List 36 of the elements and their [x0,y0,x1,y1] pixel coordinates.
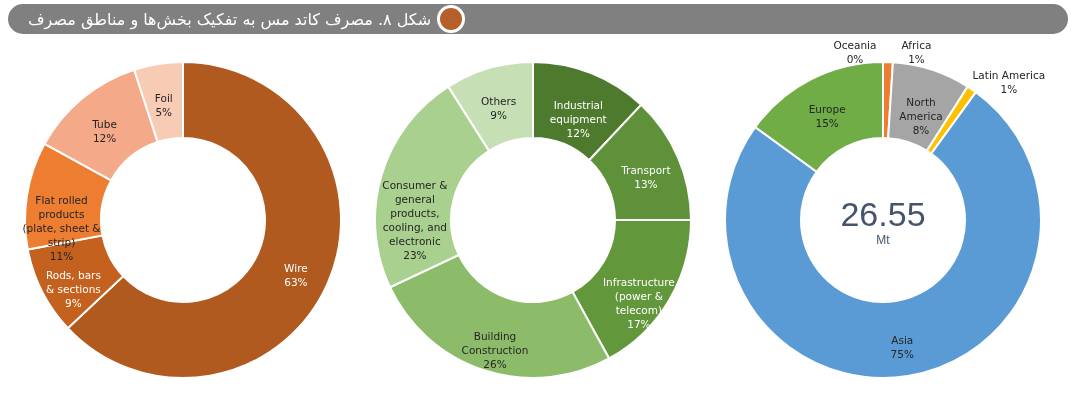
category-label: Oceania [833,39,877,51]
slice-label: Asia [891,334,914,347]
slice-label: Others [481,94,517,107]
data-label: 13% [634,178,658,191]
chart-title: شکل ۸. مصرف کاتد مس به تفکیک بخش‌ها و مناطق مصرف [28,9,432,29]
data-label: 12% [566,126,590,139]
data-label: 9% [490,108,508,121]
data-label: 12% [92,132,117,145]
data-label: 9% [65,296,82,309]
data-label: 5% [155,105,173,118]
slice-label: Rods, bars & sections [45,268,101,295]
slice-label: Transport [620,164,671,177]
data-label: 11% [49,249,74,262]
text: Mt [876,233,891,247]
data-label: 1% [1000,83,1018,96]
text: 0% [846,53,864,65]
data-label: 15% [815,117,839,130]
slice-label: Wire [284,261,308,274]
slice-label: Infrastructure (power & telecom) [602,275,675,316]
text: 26.55 [840,195,926,233]
slice-label: Consumer & general products, cooling, and electronic [382,178,448,247]
slice-label: North America [899,96,943,123]
slice-label: Foil [154,91,173,104]
slice-label: Latin America [972,69,1046,82]
slice-label: Africa [901,39,932,52]
data-label: 17% [627,317,651,330]
slice-label: Tube [91,118,117,131]
slice-label: Industrial equipment [549,98,607,125]
data-label: 8% [912,124,930,137]
slice-label: Building Construction [461,329,529,356]
data-label: 1% [908,53,925,66]
slice-label: Europe [808,103,846,116]
data-label: 75% [890,348,914,361]
data-label: 26% [483,357,507,370]
data-label: 23% [403,248,427,261]
data-label: 63% [284,275,308,288]
